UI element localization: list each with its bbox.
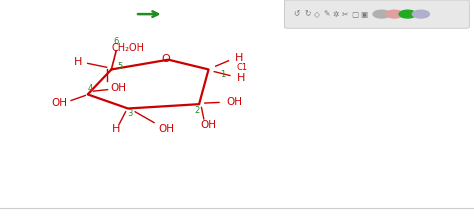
Text: OH: OH xyxy=(51,98,67,108)
Text: H: H xyxy=(237,73,245,83)
Text: OH: OH xyxy=(201,120,217,130)
Text: C1: C1 xyxy=(236,63,247,72)
Text: ✲: ✲ xyxy=(332,10,339,19)
Circle shape xyxy=(373,10,390,18)
Text: OH: OH xyxy=(110,83,127,93)
Circle shape xyxy=(386,10,403,18)
Text: ✎: ✎ xyxy=(323,10,329,19)
FancyBboxPatch shape xyxy=(284,0,469,28)
Text: OH: OH xyxy=(158,124,174,134)
Text: ▣: ▣ xyxy=(360,10,368,19)
Text: ✂: ✂ xyxy=(342,10,348,19)
Text: 1: 1 xyxy=(220,70,226,79)
Text: 6: 6 xyxy=(113,37,119,46)
Circle shape xyxy=(399,10,416,18)
Text: H: H xyxy=(112,124,120,134)
Text: H: H xyxy=(235,53,244,62)
Text: ↺: ↺ xyxy=(293,10,300,19)
Text: CH₂OH: CH₂OH xyxy=(111,43,145,53)
Text: ↻: ↻ xyxy=(304,10,310,19)
Text: 2: 2 xyxy=(194,106,200,115)
Text: 5: 5 xyxy=(117,62,123,71)
Text: 4: 4 xyxy=(87,84,93,94)
Text: ◇: ◇ xyxy=(314,10,319,19)
Text: H: H xyxy=(74,57,82,67)
Text: OH: OH xyxy=(227,97,243,107)
Text: 3: 3 xyxy=(128,109,133,118)
Text: ▢: ▢ xyxy=(351,10,358,19)
Circle shape xyxy=(412,10,429,18)
Text: O: O xyxy=(162,54,170,64)
